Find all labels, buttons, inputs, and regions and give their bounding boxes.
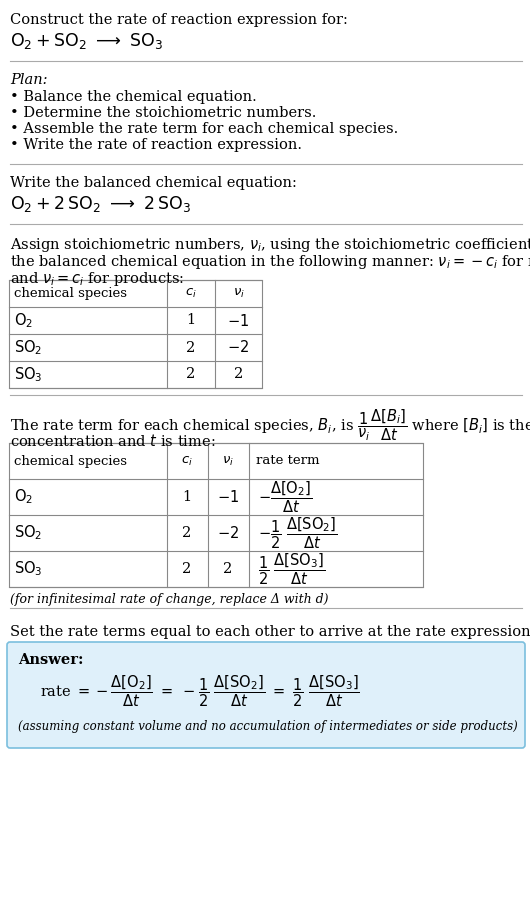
Text: $\mathrm{O_2}$: $\mathrm{O_2}$ [14, 311, 33, 329]
Text: $c_i$: $c_i$ [181, 454, 193, 468]
Text: Set the rate terms equal to each other to arrive at the rate expression:: Set the rate terms equal to each other t… [10, 625, 530, 639]
Text: $-\dfrac{1}{2}\ \dfrac{\Delta[\mathrm{SO_2}]}{\Delta t}$: $-\dfrac{1}{2}\ \dfrac{\Delta[\mathrm{SO… [258, 515, 338, 551]
Text: 2: 2 [223, 562, 233, 576]
Text: $\mathrm{O_2 + SO_2 \ \longrightarrow \ SO_3}$: $\mathrm{O_2 + SO_2 \ \longrightarrow \ … [10, 31, 163, 51]
Text: and $\nu_i = c_i$ for products:: and $\nu_i = c_i$ for products: [10, 270, 184, 288]
Text: concentration and $t$ is time:: concentration and $t$ is time: [10, 433, 216, 449]
Text: $\dfrac{1}{2}\ \dfrac{\Delta[\mathrm{SO_3}]}{\Delta t}$: $\dfrac{1}{2}\ \dfrac{\Delta[\mathrm{SO_… [258, 551, 325, 587]
Text: 1: 1 [182, 490, 191, 504]
Text: Construct the rate of reaction expression for:: Construct the rate of reaction expressio… [10, 13, 348, 27]
Text: $-1$: $-1$ [227, 312, 250, 329]
Text: $\mathrm{O_2 + 2\,SO_2 \ \longrightarrow \ 2\,SO_3}$: $\mathrm{O_2 + 2\,SO_2 \ \longrightarrow… [10, 194, 191, 214]
Text: $\mathrm{SO_3}$: $\mathrm{SO_3}$ [14, 560, 42, 579]
Text: Plan:: Plan: [10, 73, 48, 87]
Text: $\mathrm{O_2}$: $\mathrm{O_2}$ [14, 488, 33, 506]
Text: $\mathrm{SO_3}$: $\mathrm{SO_3}$ [14, 365, 42, 384]
Text: $\nu_i$: $\nu_i$ [222, 454, 234, 468]
Text: 1: 1 [186, 314, 195, 328]
Text: The rate term for each chemical species, $B_i$, is $\dfrac{1}{\nu_i}\dfrac{\Delt: The rate term for each chemical species,… [10, 407, 530, 442]
Text: $-2$: $-2$ [217, 525, 239, 541]
Text: 2: 2 [182, 526, 192, 540]
Text: 2: 2 [182, 562, 192, 576]
Text: rate $= -\dfrac{\Delta[\mathrm{O_2}]}{\Delta t}\ =\ -\dfrac{1}{2}\ \dfrac{\Delta: rate $= -\dfrac{\Delta[\mathrm{O_2}]}{\D… [40, 673, 360, 709]
Text: • Balance the chemical equation.: • Balance the chemical equation. [10, 90, 257, 104]
Text: chemical species: chemical species [14, 287, 127, 300]
Bar [9, 280, 262, 388]
Text: 2: 2 [234, 368, 243, 381]
Text: Assign stoichiometric numbers, $\nu_i$, using the stoichiometric coefficients, $: Assign stoichiometric numbers, $\nu_i$, … [10, 236, 530, 254]
Text: $-2$: $-2$ [227, 339, 250, 356]
FancyBboxPatch shape [7, 642, 525, 748]
Text: (for infinitesimal rate of change, replace Δ with d): (for infinitesimal rate of change, repla… [10, 593, 329, 606]
Text: $\mathrm{SO_2}$: $\mathrm{SO_2}$ [14, 339, 42, 357]
Text: $-1$: $-1$ [217, 489, 239, 505]
Text: chemical species: chemical species [14, 454, 127, 468]
Text: rate term: rate term [256, 454, 320, 468]
Text: • Write the rate of reaction expression.: • Write the rate of reaction expression. [10, 138, 302, 152]
Text: • Determine the stoichiometric numbers.: • Determine the stoichiometric numbers. [10, 106, 316, 120]
Text: 2: 2 [186, 368, 195, 381]
Text: the balanced chemical equation in the following manner: $\nu_i = -c_i$ for react: the balanced chemical equation in the fo… [10, 253, 530, 271]
Text: Write the balanced chemical equation:: Write the balanced chemical equation: [10, 176, 297, 190]
Bar [9, 443, 423, 587]
Text: $\nu_i$: $\nu_i$ [233, 287, 244, 300]
Text: $-\dfrac{\Delta[\mathrm{O_2}]}{\Delta t}$: $-\dfrac{\Delta[\mathrm{O_2}]}{\Delta t}… [258, 480, 312, 515]
Text: • Assemble the rate term for each chemical species.: • Assemble the rate term for each chemic… [10, 122, 398, 136]
Text: Answer:: Answer: [18, 653, 84, 667]
Text: $\mathrm{SO_2}$: $\mathrm{SO_2}$ [14, 523, 42, 542]
Text: (assuming constant volume and no accumulation of intermediates or side products): (assuming constant volume and no accumul… [18, 720, 518, 733]
Text: 2: 2 [186, 340, 195, 355]
Text: $c_i$: $c_i$ [184, 287, 197, 300]
